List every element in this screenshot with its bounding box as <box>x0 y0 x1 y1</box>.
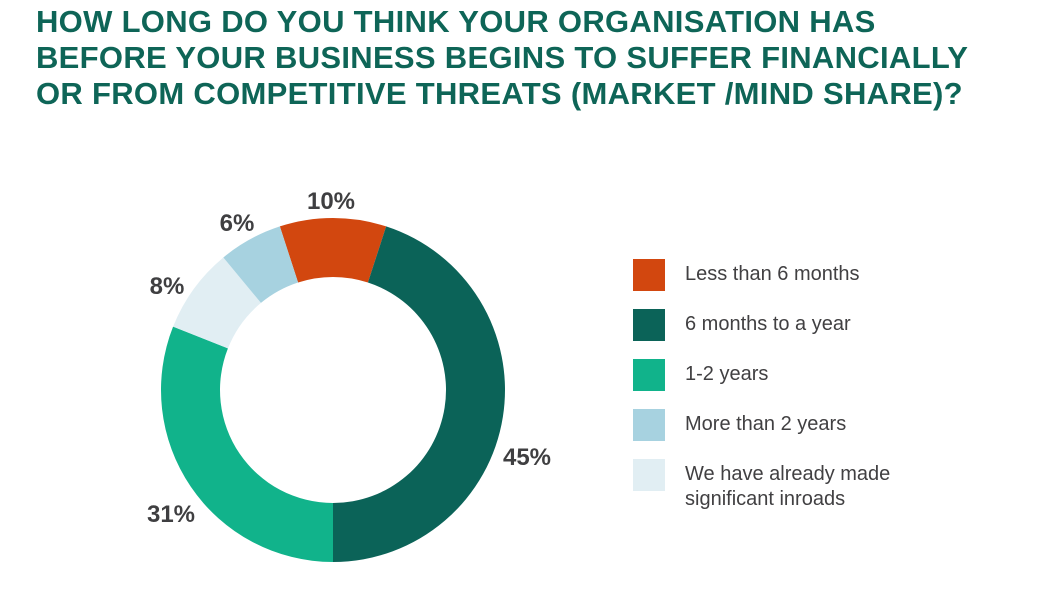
legend: Less than 6 months 6 months to a year 1-… <box>633 259 900 530</box>
page-title: HOW LONG DO YOU THINK YOUR ORGANISATION … <box>36 4 969 111</box>
legend-label: More than 2 years <box>685 413 847 435</box>
donut-slice <box>279 218 387 283</box>
legend-swatch-less-than-6-months <box>633 259 665 291</box>
slice-value-label-6-months-to-a-year: 45% <box>502 444 552 471</box>
legend-label: We have already made significant inroads <box>685 463 891 510</box>
legend-item-more-than-2-years: More than 2 years <box>633 409 900 441</box>
slice-value-label-more-than-2-years: 6% <box>219 210 255 237</box>
legend-swatch-more-than-2-years <box>633 409 665 441</box>
legend-label: 1-2 years <box>685 363 769 385</box>
donut-slice <box>223 226 299 303</box>
slice-value-label-less-than-6-months: 10% <box>306 188 356 215</box>
legend-swatch-6-months-to-a-year <box>633 309 665 341</box>
donut-slice <box>161 326 333 562</box>
donut-chart <box>153 210 513 570</box>
legend-item-6-months-to-a-year: 6 months to a year <box>633 309 900 341</box>
legend-label: 6 months to a year <box>685 313 851 335</box>
legend-item-1-2-years: 1-2 years <box>633 359 900 391</box>
slice-value-label-1-2-years: 31% <box>146 501 196 528</box>
donut-slice <box>173 257 261 349</box>
donut-chart-svg <box>161 218 505 563</box>
slice-value-label-already-made-inroads: 8% <box>149 273 185 300</box>
legend-swatch-1-2-years <box>633 359 665 391</box>
legend-label: Less than 6 months <box>685 263 860 285</box>
donut-slice <box>333 226 505 563</box>
legend-item-already-made-inroads: We have already made significant inroads <box>633 459 900 512</box>
legend-swatch-already-made-inroads <box>633 459 665 491</box>
legend-item-less-than-6-months: Less than 6 months <box>633 259 900 291</box>
